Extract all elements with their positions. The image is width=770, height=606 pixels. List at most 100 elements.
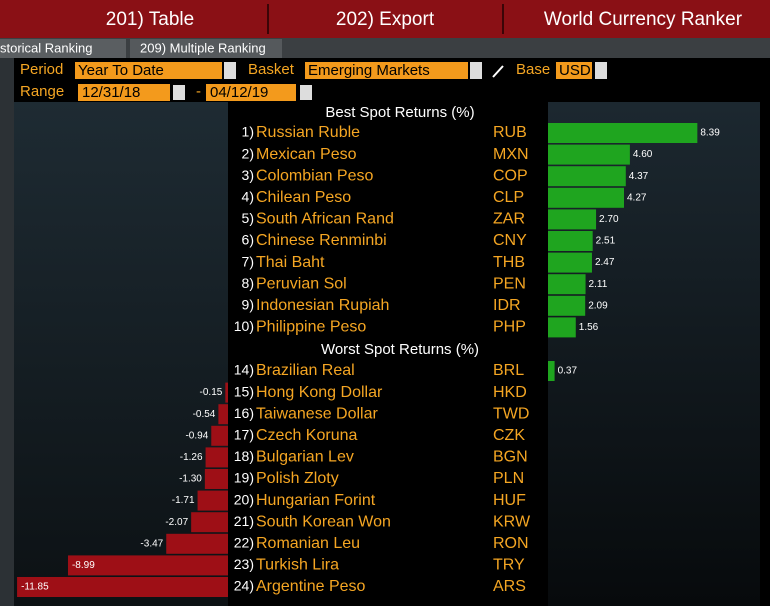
value-label: -2.07 [165, 517, 188, 528]
currency-name: Thai Baht [256, 254, 325, 271]
rank: 15) [234, 383, 254, 399]
section-title: Best Spot Returns (%) [325, 104, 474, 121]
bar [67, 555, 228, 576]
currency-code: ZAR [493, 211, 525, 228]
value-label: -1.30 [179, 474, 202, 485]
currency-name: Hong Kong Dollar [256, 384, 383, 401]
bar [225, 382, 228, 403]
dropdown[interactable] [595, 62, 607, 79]
bar [218, 404, 228, 425]
subtab[interactable] [0, 39, 126, 58]
bar [166, 533, 228, 554]
currency-name: Russian Ruble [256, 124, 360, 141]
value-label: -0.54 [193, 409, 216, 420]
value-label: -8.99 [72, 560, 95, 571]
value-label: 4.60 [633, 149, 653, 160]
value-label: -1.71 [172, 495, 195, 506]
currency-code: COP [493, 167, 528, 184]
subtab-label: storical Ranking [0, 40, 93, 55]
label: Period [20, 61, 63, 78]
currency-code: BRL [493, 362, 524, 379]
value-label: -1.26 [180, 452, 203, 463]
rank: 6) [242, 232, 254, 248]
toolbar [0, 0, 770, 38]
currency-code: HUF [493, 492, 526, 509]
rank: 2) [242, 145, 254, 161]
field[interactable] [75, 62, 222, 79]
tab[interactable]: 201) Table [106, 9, 194, 30]
currency-code: KRW [493, 513, 531, 530]
label: Base [516, 61, 550, 78]
section-title: Worst Spot Returns (%) [321, 341, 479, 358]
bar [548, 274, 586, 295]
rank: 14) [234, 362, 254, 378]
field[interactable] [305, 62, 468, 79]
value-label: -11.85 [21, 582, 49, 593]
bar [548, 123, 698, 143]
currency-code: IDR [493, 297, 521, 314]
separator [502, 4, 504, 34]
value-label: -0.15 [200, 387, 223, 398]
currency-code: RON [493, 535, 529, 552]
currency-code: RUB [493, 124, 527, 141]
label: Basket [248, 61, 295, 78]
rank: 18) [234, 448, 254, 464]
edit-icon[interactable] [492, 65, 504, 78]
rank: 16) [234, 405, 254, 421]
currency-code: TRY [493, 557, 525, 574]
currency-name: Taiwanese Dollar [256, 405, 379, 422]
bar [548, 209, 597, 230]
value-label: 2.70 [599, 214, 619, 225]
value-label: 2.47 [595, 257, 615, 268]
currency-code: PHP [493, 319, 526, 336]
value-label: 2.51 [596, 236, 616, 247]
currency-name: Polish Zloty [256, 470, 339, 487]
rank: 3) [242, 167, 254, 183]
bar [548, 187, 625, 208]
rank: 19) [234, 470, 254, 486]
currency-code: BGN [493, 449, 528, 466]
field[interactable] [206, 84, 296, 101]
label: - [196, 83, 201, 100]
field-value: USD [559, 62, 591, 79]
currency-code: CZK [493, 427, 525, 444]
currency-name: Hungarian Forint [256, 492, 376, 509]
bar [548, 166, 626, 187]
side-strip [0, 58, 14, 606]
value-label: 4.27 [627, 192, 647, 203]
currency-code: THB [493, 254, 525, 271]
tab[interactable]: 202) Export [336, 9, 435, 30]
subtab[interactable] [130, 39, 282, 58]
currency-name: Chinese Renminbi [256, 232, 387, 249]
field[interactable] [556, 62, 592, 79]
field[interactable] [78, 84, 170, 101]
currency-code: MXN [493, 146, 529, 163]
title: World Currency Ranker [544, 9, 743, 30]
currency-code: CNY [493, 232, 527, 249]
calendar[interactable] [300, 85, 312, 100]
currency-name: Chilean Peso [256, 189, 351, 206]
value-label: 2.09 [588, 300, 608, 311]
bar [548, 361, 555, 381]
dropdown[interactable] [470, 62, 482, 79]
rank: 20) [234, 491, 254, 507]
dropdown[interactable] [224, 62, 236, 79]
value-label: -0.94 [185, 430, 208, 441]
rank: 22) [234, 535, 254, 551]
field-value: 04/12/19 [210, 84, 268, 101]
rank: 1) [242, 124, 254, 140]
rank: 8) [242, 275, 254, 291]
currency-name: Mexican Peso [256, 146, 357, 163]
rank: 7) [242, 253, 254, 269]
separator [267, 4, 269, 34]
currency-code: PLN [493, 470, 524, 487]
bar [548, 252, 592, 273]
currency-name: Indonesian Rupiah [256, 297, 389, 314]
currency-name: Colombian Peso [256, 167, 374, 184]
value-label: 2.11 [589, 279, 608, 290]
rank: 17) [234, 427, 254, 443]
calendar[interactable] [173, 85, 185, 100]
bar [548, 295, 586, 316]
